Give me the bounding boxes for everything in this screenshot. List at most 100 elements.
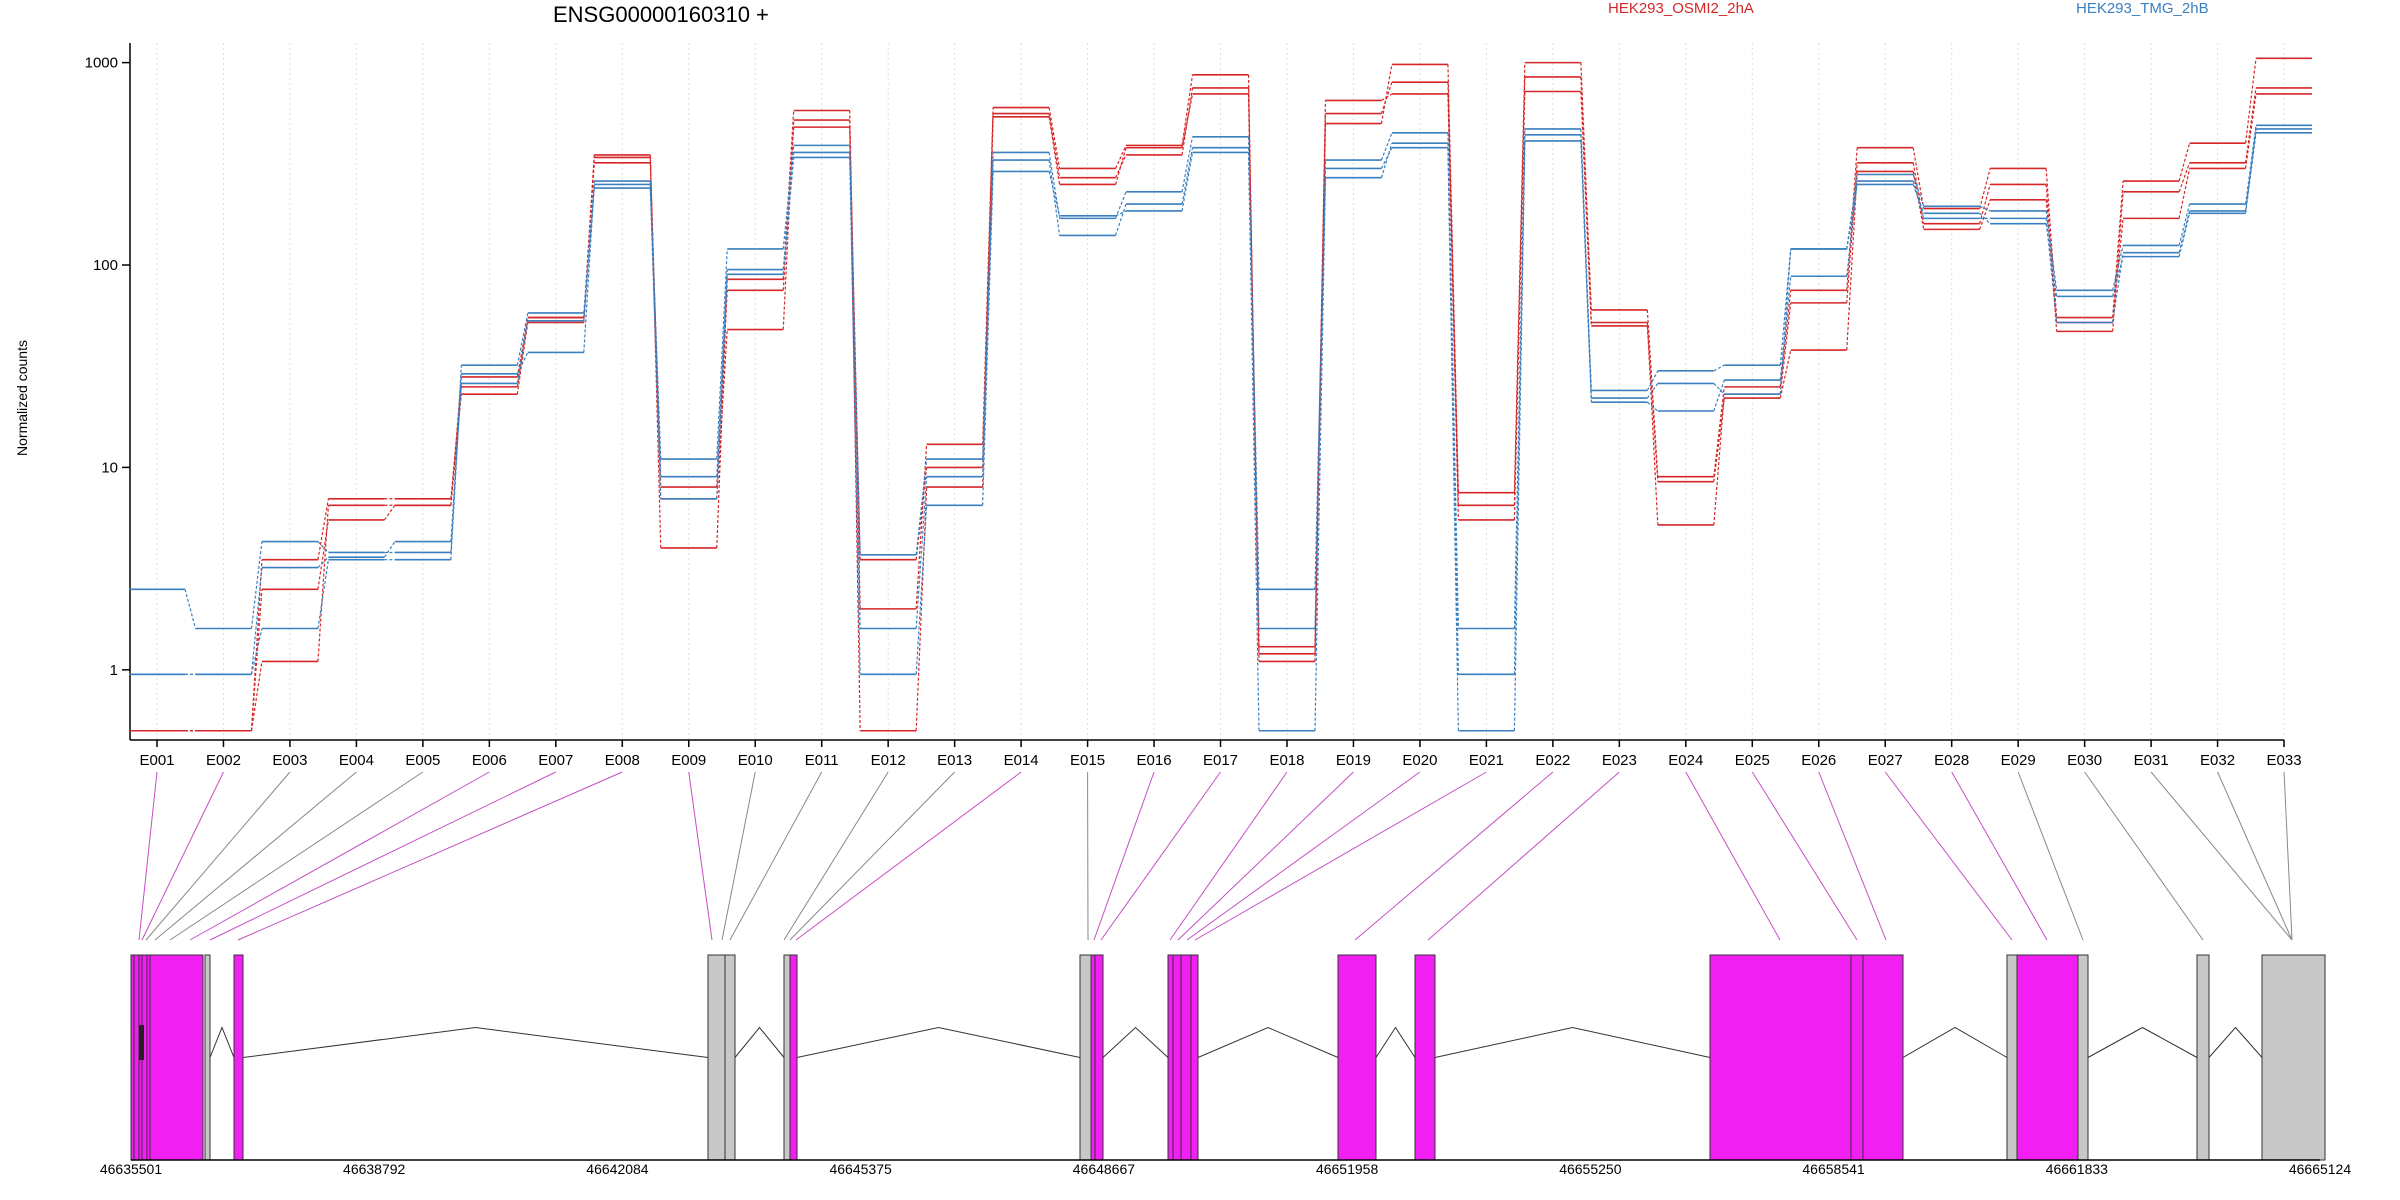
series-connector <box>1646 401 1659 412</box>
exon-connector <box>1685 771 1781 941</box>
series-connector <box>317 556 329 568</box>
y-tick-label: 1000 <box>85 55 118 72</box>
series-connector <box>849 157 861 675</box>
exon-connector <box>1194 771 1487 941</box>
series-connector <box>1846 184 1858 250</box>
series-connector <box>516 320 529 384</box>
intron-line <box>209 1026 235 1058</box>
series-connector <box>2045 223 2058 297</box>
series-connector <box>1713 394 1725 525</box>
series-connector <box>1447 93 1459 520</box>
series-connector <box>1447 64 1459 493</box>
exon-box <box>1337 954 1377 1161</box>
exon-connector <box>795 771 1022 941</box>
x-tick-label: E024 <box>1668 752 1703 769</box>
series-connector <box>2045 168 2058 318</box>
series-connector <box>583 188 595 321</box>
coordinate-label: 46635501 <box>100 1161 163 1177</box>
series-connector <box>2112 252 2124 323</box>
series-connector <box>383 504 396 521</box>
series-connector <box>2178 213 2191 257</box>
series-connector <box>1912 174 1925 207</box>
x-tick-label: E011 <box>805 752 839 769</box>
intron-line <box>242 1026 709 1058</box>
series-connector <box>1513 91 1526 520</box>
series-connector <box>250 628 263 675</box>
x-tick-label: E002 <box>206 752 241 769</box>
series-connector <box>1115 210 1127 217</box>
intron-line <box>2208 1026 2263 1058</box>
exon-connector <box>2017 771 2084 941</box>
series-line <box>129 132 2313 732</box>
x-tick-label: E023 <box>1602 752 1637 769</box>
coordinate-label: 46665124 <box>2289 1161 2352 1177</box>
series-connector <box>1115 154 1127 178</box>
exon-box <box>2077 954 2089 1161</box>
exon-connector <box>1354 771 1554 941</box>
series-connector <box>782 157 795 275</box>
series-connector <box>317 559 330 629</box>
x-tick-label: E030 <box>2067 752 2102 769</box>
exon-box <box>2261 954 2326 1161</box>
exon-box <box>1090 954 1096 1161</box>
series-connector <box>317 505 330 662</box>
coordinate-label: 46658541 <box>1802 1161 1865 1177</box>
exon-connector <box>1818 771 1887 941</box>
exon-box <box>2006 954 2018 1161</box>
x-tick-label: E004 <box>339 752 374 769</box>
series-connector <box>1048 116 1061 185</box>
series-connector <box>583 180 595 313</box>
exon-connector <box>141 771 224 941</box>
intron-line <box>1197 1026 1339 1058</box>
series-connector <box>2244 132 2257 214</box>
exon-connector <box>237 771 623 941</box>
series-connector <box>915 476 928 629</box>
series-connector <box>1181 147 1194 205</box>
intron-line <box>2087 1026 2198 1058</box>
exon-connector <box>2283 771 2293 941</box>
series-connector <box>1447 147 1459 731</box>
coordinate-label: 46651958 <box>1316 1161 1379 1177</box>
x-tick-label: E017 <box>1203 752 1238 769</box>
exon-connector <box>1177 771 1354 941</box>
series-connector <box>2244 128 2257 212</box>
series-connector <box>1314 177 1327 731</box>
series-connector <box>1713 383 1725 395</box>
x-tick-label: E019 <box>1336 752 1371 769</box>
exon-connector <box>721 771 756 941</box>
series-connector <box>982 152 994 460</box>
x-tick-label: E018 <box>1269 752 1304 769</box>
series-connector <box>716 248 728 460</box>
series-connector <box>1580 91 1592 326</box>
exon-box <box>233 954 244 1161</box>
series-connector <box>849 152 861 629</box>
series-connector <box>2244 125 2257 205</box>
intron-line <box>734 1026 785 1058</box>
series-connector <box>2178 142 2191 182</box>
series-connector <box>516 352 529 375</box>
x-tick-label: E010 <box>738 752 773 769</box>
series-connector <box>1779 290 1792 387</box>
series-connector <box>2045 210 2058 291</box>
series-connector <box>1314 168 1327 629</box>
exon-connector <box>138 771 158 941</box>
series-connector <box>1979 168 1991 209</box>
series-connector <box>2112 256 2124 297</box>
series-connector <box>1646 370 1659 391</box>
series-connector <box>1646 325 1659 482</box>
exon-box <box>133 954 140 1161</box>
x-tick-label: E027 <box>1868 752 1903 769</box>
exon-box <box>1850 954 1864 1161</box>
series-connector <box>1381 93 1393 101</box>
series-connector <box>1646 322 1659 525</box>
series-connector <box>982 107 994 445</box>
x-tick-label: E033 <box>2267 752 2302 769</box>
series-connector <box>915 505 928 675</box>
x-tick-label: E025 <box>1735 752 1770 769</box>
series-connector <box>982 160 994 477</box>
x-tick-label: E006 <box>472 752 507 769</box>
exon-box <box>1862 954 1904 1161</box>
exon-connector <box>1751 771 1858 941</box>
series-connector <box>516 322 529 395</box>
